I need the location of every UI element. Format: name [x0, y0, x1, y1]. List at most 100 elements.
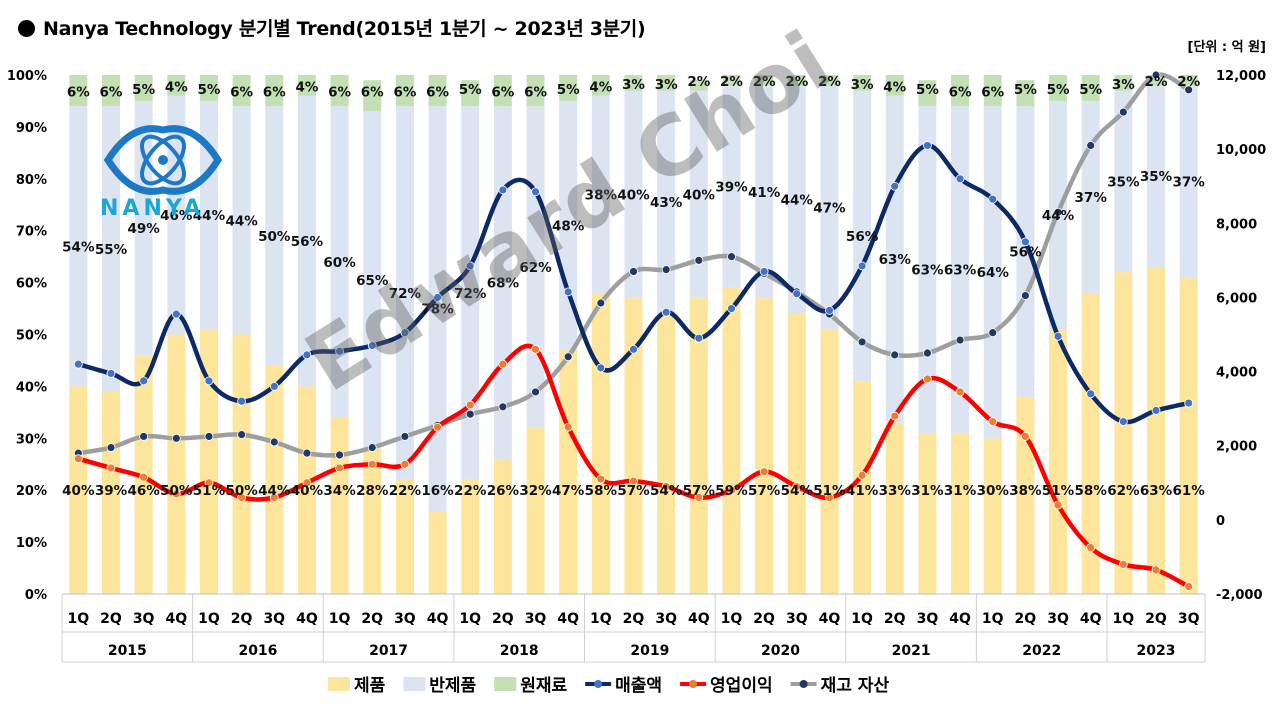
data-label-semi-product: 44% [781, 193, 814, 209]
data-label-semi-product: 40% [683, 187, 716, 203]
year-label: 2019 [630, 643, 669, 659]
data-label-product: 59% [715, 483, 748, 499]
bar-product [199, 329, 218, 594]
bar-raw-material [689, 80, 708, 91]
bar-product [69, 386, 88, 594]
operating-profit-point [400, 459, 410, 469]
data-label-raw-material: 4% [165, 79, 188, 95]
inventory-point [302, 448, 312, 458]
data-label-raw-material: 2% [720, 74, 743, 90]
bar-product [918, 433, 937, 594]
x-tick-label: 1Q [1113, 611, 1135, 627]
operating-profit-point [367, 459, 377, 469]
inventory-point [139, 432, 149, 441]
data-label-semi-product: 63% [944, 263, 977, 279]
x-tick-label: 4Q [819, 611, 841, 627]
data-label-semi-product: 47% [813, 200, 846, 216]
operating-profit-point [1086, 543, 1096, 553]
revenue-point [1184, 398, 1194, 408]
revenue-point [498, 185, 508, 195]
x-tick-label: 2Q [100, 611, 122, 627]
data-label-semi-product: 35% [1107, 174, 1140, 190]
year-label: 2020 [761, 643, 800, 659]
data-label-semi-product: 44% [1042, 208, 1075, 224]
revenue-point [367, 341, 377, 351]
revenue-point [1020, 237, 1030, 247]
bar-semi-product [983, 106, 1002, 439]
operating-profit-point [73, 454, 83, 464]
operating-profit-point [988, 417, 998, 427]
inventory-point [1151, 70, 1161, 80]
data-label-semi-product: 55% [95, 242, 128, 258]
bar-raw-material [820, 75, 839, 86]
data-label-product: 57% [748, 483, 781, 499]
bar-raw-material [297, 75, 316, 96]
x-tick-label: 1Q [68, 611, 90, 627]
data-label-product: 54% [650, 483, 683, 499]
x-tick-label: 2Q [884, 611, 906, 627]
operating-profit-point [433, 422, 442, 432]
data-label-product: 58% [1075, 483, 1108, 499]
bar-semi-product [820, 85, 839, 330]
x-tick-label: 1Q [851, 611, 873, 627]
inventory-point [465, 409, 475, 419]
bar-semi-product [102, 106, 120, 392]
data-label-product: 41% [846, 483, 879, 499]
bar-product [1081, 292, 1100, 594]
bar-raw-material [265, 75, 284, 107]
bar-raw-material [624, 75, 643, 91]
data-label-raw-material: 3% [622, 77, 645, 93]
y-left-tick-label: 60% [16, 277, 47, 292]
x-tick-label: 3Q [525, 611, 547, 627]
year-label: 2018 [500, 643, 539, 659]
data-label-raw-material: 5% [916, 82, 939, 98]
x-tick-label: 2Q [1145, 611, 1167, 627]
operating-profit-point [531, 344, 540, 354]
inventory-point [563, 352, 573, 362]
x-tick-label: 4Q [688, 611, 710, 627]
x-tick-label: 4Q [557, 611, 579, 627]
bar-raw-material [1179, 75, 1198, 86]
data-label-semi-product: 56% [1009, 244, 1042, 260]
revenue-point [825, 306, 834, 315]
bar-product [493, 459, 512, 594]
data-label-product: 16% [421, 483, 454, 499]
x-tick-label: 4Q [427, 611, 449, 627]
revenue-point [629, 344, 638, 354]
inventory-point [629, 267, 638, 276]
x-tick-label: 4Q [296, 611, 318, 627]
revenue-point [465, 261, 475, 271]
inventory-point [237, 430, 247, 439]
data-label-raw-material: 6% [263, 85, 286, 101]
bar-semi-product [265, 106, 284, 366]
data-label-raw-material: 2% [687, 74, 710, 90]
data-label-product: 30% [977, 483, 1010, 499]
bar-product [1147, 267, 1165, 594]
inventory-point [955, 335, 965, 345]
inventory-point [1086, 141, 1096, 150]
data-label-raw-material: 5% [1079, 82, 1102, 98]
y-right-tick-label: 6,000 [1216, 291, 1257, 306]
data-label-semi-product: 50% [258, 229, 291, 245]
bar-semi-product [69, 106, 88, 387]
data-label-raw-material: 6% [426, 85, 449, 101]
bar-raw-material [722, 75, 741, 86]
operating-profit-point [139, 472, 149, 482]
data-label-raw-material: 5% [459, 82, 482, 98]
bar-semi-product [1147, 85, 1165, 268]
data-label-product: 31% [944, 483, 977, 499]
bullet-icon [18, 20, 35, 37]
data-label-product: 50% [225, 483, 258, 499]
revenue-point [955, 174, 965, 184]
bar-semi-product [1114, 90, 1133, 273]
x-tick-label: 3Q [1047, 611, 1069, 627]
x-tick-label: 3Q [1178, 611, 1200, 627]
bar-semi-product [428, 106, 447, 511]
inventory-point [1184, 85, 1194, 95]
bar-semi-product [232, 106, 251, 335]
y-right-tick-label: 10,000 [1216, 143, 1266, 158]
operating-profit-point [1118, 559, 1128, 569]
y-left-tick-label: 100% [7, 69, 47, 84]
data-label-semi-product: 63% [879, 252, 912, 268]
operating-profit-point [498, 359, 508, 369]
